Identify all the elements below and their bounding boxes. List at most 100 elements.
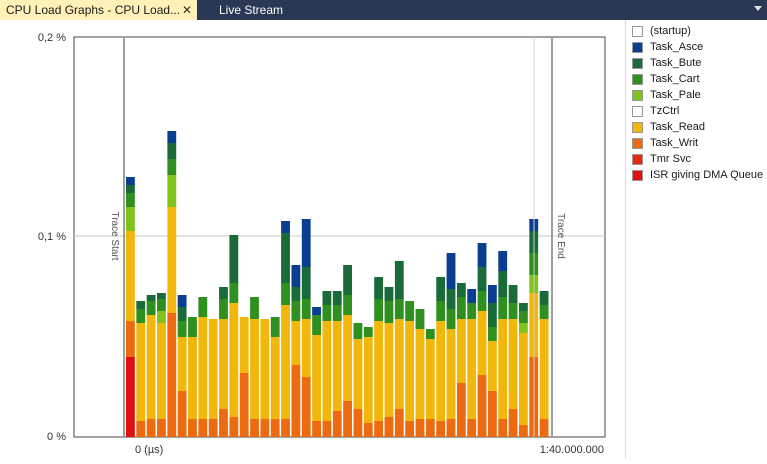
bar-segment-task-read[interactable] xyxy=(498,319,508,419)
bar-segment-task-read[interactable] xyxy=(291,321,301,365)
bar-segment-isr-giving-dma-queue[interactable] xyxy=(126,357,135,437)
bar-segment-task-asce[interactable] xyxy=(301,219,311,267)
bar-segment-task-cart[interactable] xyxy=(136,309,146,323)
bar-segment-task-writ[interactable] xyxy=(405,421,415,437)
bar-segment-task-writ[interactable] xyxy=(281,419,290,437)
bar-segment-task-asce[interactable] xyxy=(446,253,456,289)
bar-segment-task-cart[interactable] xyxy=(477,291,487,311)
bar-segment-task-bute[interactable] xyxy=(374,277,384,299)
bar-segment-task-read[interactable] xyxy=(301,319,311,377)
bar-segment-task-bute[interactable] xyxy=(332,291,342,305)
bar-segment-task-cart[interactable] xyxy=(177,321,187,337)
bar-segment-task-bute[interactable] xyxy=(136,301,146,309)
bar-segment-task-cart[interactable] xyxy=(281,283,290,305)
bar-segment-task-writ[interactable] xyxy=(136,421,146,437)
bar-segment-task-cart[interactable] xyxy=(487,327,497,341)
bar-segment-task-writ[interactable] xyxy=(208,419,218,437)
bar-segment-task-bute[interactable] xyxy=(446,289,456,309)
bar-segment-task-cart[interactable] xyxy=(415,309,425,329)
bar-segment-task-writ[interactable] xyxy=(291,365,301,437)
bar-segment-task-asce[interactable] xyxy=(498,251,508,271)
bar-segment-task-cart[interactable] xyxy=(405,301,415,321)
bar-segment-task-writ[interactable] xyxy=(446,419,456,437)
bar-segment-task-bute[interactable] xyxy=(301,287,311,299)
bar-segment-task-writ[interactable] xyxy=(157,419,166,437)
bar-segment-task-read[interactable] xyxy=(157,323,166,419)
bar-segment-task-read[interactable] xyxy=(239,317,249,373)
bar-segment-task-bute[interactable] xyxy=(219,287,228,299)
bar-segment-task-pale[interactable] xyxy=(157,311,166,323)
bar-segment-task-cart[interactable] xyxy=(456,297,466,319)
bar-segment-task-cart[interactable] xyxy=(363,327,373,337)
bar-segment-task-cart[interactable] xyxy=(146,301,156,315)
bar-segment-task-read[interactable] xyxy=(384,323,394,417)
bar-segment-task-writ[interactable] xyxy=(518,425,528,437)
bar-segment-task-read[interactable] xyxy=(270,337,280,419)
bar-segment-task-writ[interactable] xyxy=(477,375,487,437)
bar-segment-task-writ[interactable] xyxy=(539,419,549,437)
bar-segment-task-pale[interactable] xyxy=(126,207,135,231)
bar-segment-task-asce[interactable] xyxy=(467,289,477,303)
bar-segment-task-read[interactable] xyxy=(198,317,208,419)
bar-segment-task-cart[interactable] xyxy=(508,303,518,319)
bar-segment-task-writ[interactable] xyxy=(436,421,446,437)
bar-segment-task-read[interactable] xyxy=(343,315,353,401)
bar-segment-task-read[interactable] xyxy=(219,319,228,409)
bar-segment-task-cart[interactable] xyxy=(498,297,508,319)
bar-segment-task-writ[interactable] xyxy=(487,391,497,437)
bar-segment-task-cart[interactable] xyxy=(126,193,135,207)
bar-segment-task-writ[interactable] xyxy=(467,419,477,437)
bar-segment-task-read[interactable] xyxy=(487,341,497,391)
bar-segment-task-bute[interactable] xyxy=(322,291,332,305)
bar-segment-task-asce[interactable] xyxy=(487,285,497,303)
bar-segment-task-cart[interactable] xyxy=(332,305,342,321)
bar-segment-task-writ[interactable] xyxy=(250,419,259,437)
bar-segment-task-asce[interactable] xyxy=(281,221,290,233)
bar-segment-task-bute[interactable] xyxy=(301,267,311,287)
bar-segment-task-bute[interactable] xyxy=(281,269,290,283)
bar-segment-task-read[interactable] xyxy=(374,321,384,421)
bar-segment-task-bute[interactable] xyxy=(456,283,466,297)
bar-segment-task-bute[interactable] xyxy=(384,287,394,301)
bar-segment-task-writ[interactable] xyxy=(198,419,208,437)
bar-segment-task-cart[interactable] xyxy=(353,323,363,339)
bar-segment-task-cart[interactable] xyxy=(229,283,239,303)
bar-segment-task-writ[interactable] xyxy=(229,417,239,437)
bar-segment-task-read[interactable] xyxy=(518,333,528,425)
bar-segment-task-bute[interactable] xyxy=(126,185,135,193)
bar-segment-task-bute[interactable] xyxy=(394,261,404,283)
bar-segment-task-bute[interactable] xyxy=(518,303,528,311)
bar-segment-task-writ[interactable] xyxy=(239,373,249,437)
bar-segment-task-writ[interactable] xyxy=(188,419,197,437)
bar-segment-task-bute[interactable] xyxy=(508,285,518,303)
bar-segment-task-bute[interactable] xyxy=(281,233,290,269)
bar-segment-task-asce[interactable] xyxy=(167,131,177,143)
bar-segment-task-read[interactable] xyxy=(363,337,373,423)
bar-segment-task-asce[interactable] xyxy=(312,307,321,315)
bar-segment-task-writ[interactable] xyxy=(425,419,435,437)
bar-segment-task-read[interactable] xyxy=(126,231,135,321)
bar-segment-task-writ[interactable] xyxy=(219,409,228,437)
bar-segment-task-read[interactable] xyxy=(415,329,425,419)
chevron-down-icon[interactable] xyxy=(754,6,762,11)
bar-segment-task-cart[interactable] xyxy=(250,297,259,319)
bar-segment-task-writ[interactable] xyxy=(146,419,156,437)
bar-segment-task-read[interactable] xyxy=(188,337,197,419)
bar-segment-task-asce[interactable] xyxy=(177,295,187,307)
bar-segment-task-cart[interactable] xyxy=(539,305,549,319)
bar-segment-task-read[interactable] xyxy=(467,319,477,419)
cpu-load-chart[interactable]: Trace Start Trace End 0,2 % 0,1 % 0 % 0 … xyxy=(0,20,625,459)
bar-segment-task-read[interactable] xyxy=(260,319,270,419)
bar-segment-task-bute[interactable] xyxy=(477,267,487,291)
bar-segment-task-read[interactable] xyxy=(405,321,415,421)
bar-segment-task-bute[interactable] xyxy=(291,287,301,301)
bar-segment-task-writ[interactable] xyxy=(456,383,466,437)
bar-segment-task-cart[interactable] xyxy=(270,317,280,337)
bar-segment-task-writ[interactable] xyxy=(343,401,353,437)
bar-segment-task-bute[interactable] xyxy=(229,269,239,283)
bar-segment-task-read[interactable] xyxy=(312,335,321,421)
bar-segment-task-cart[interactable] xyxy=(343,295,353,315)
bar-segment-task-cart[interactable] xyxy=(322,305,332,321)
bar-segment-task-cart[interactable] xyxy=(219,299,228,319)
bar-segment-task-writ[interactable] xyxy=(322,421,332,437)
